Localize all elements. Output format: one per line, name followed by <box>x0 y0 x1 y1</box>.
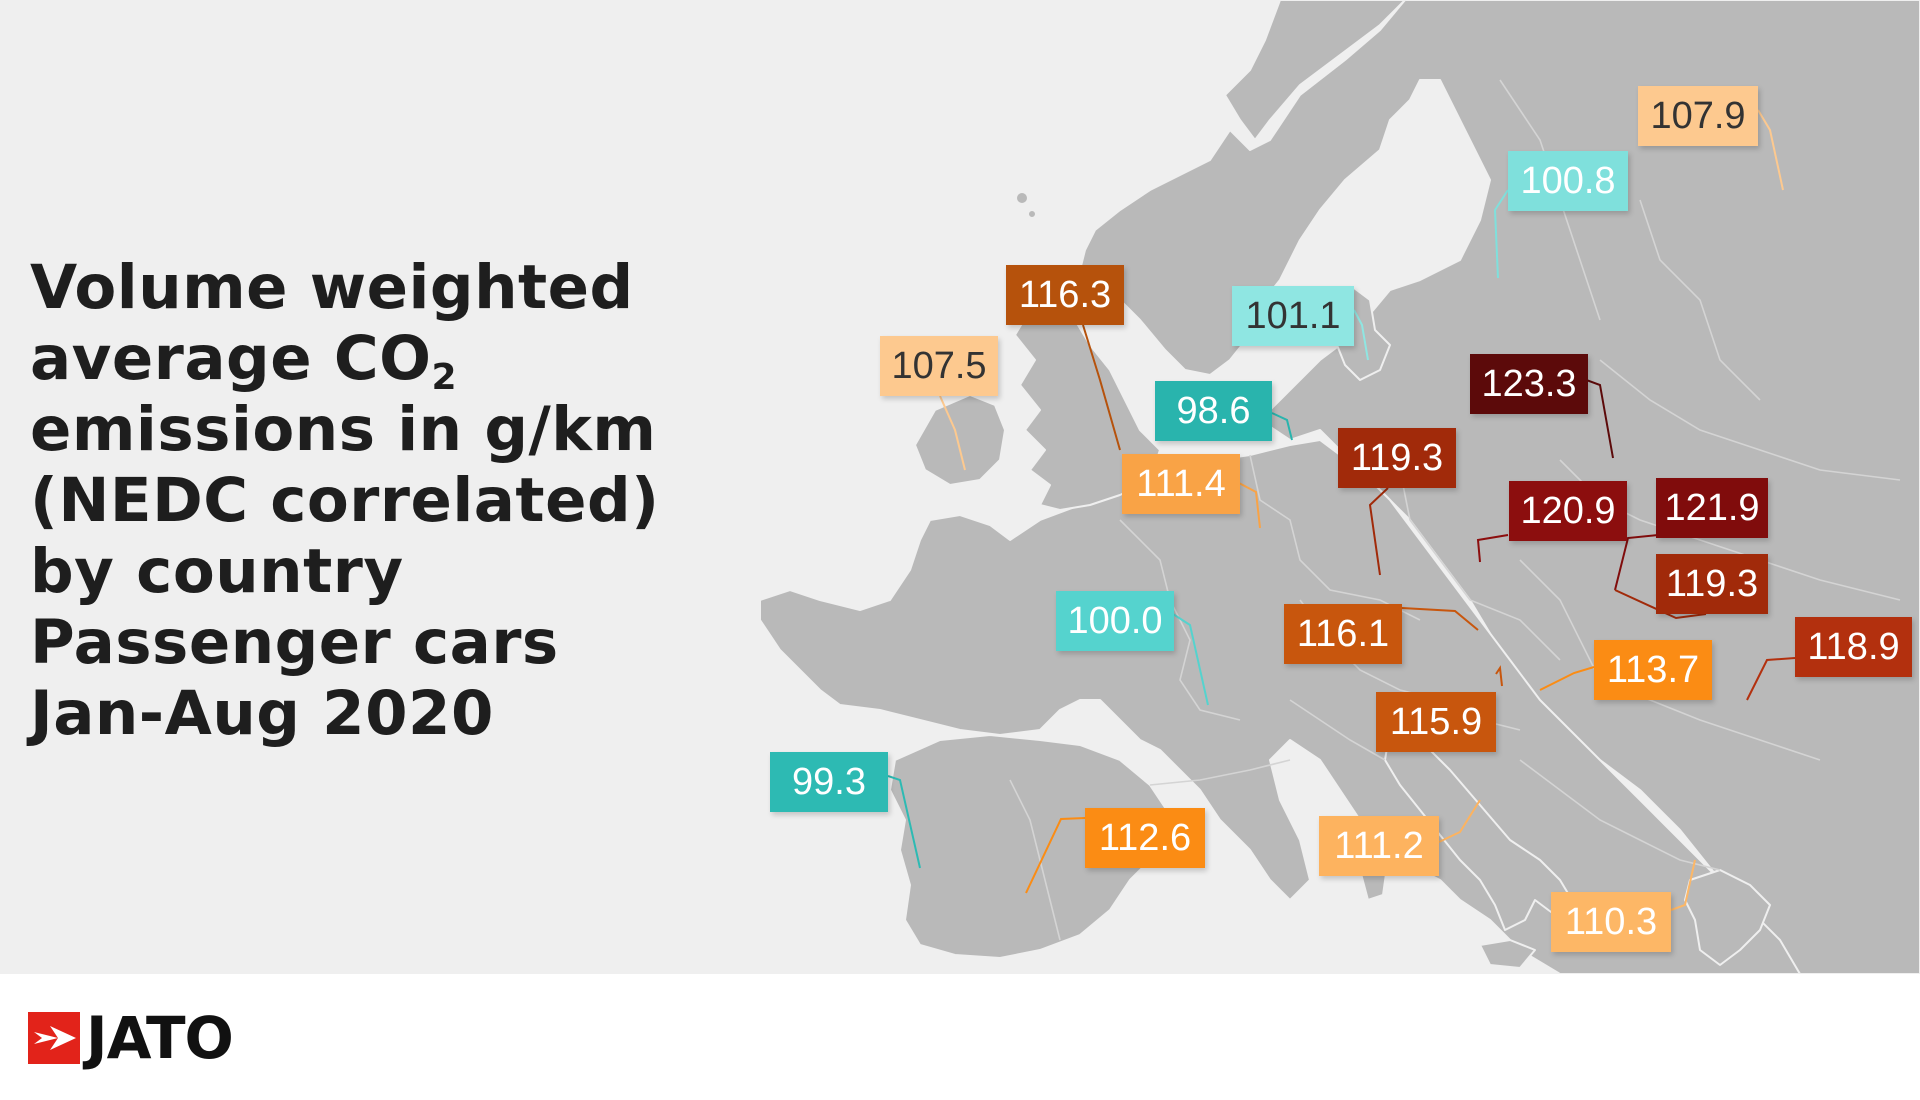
border-line <box>1289 699 1386 761</box>
land-islet <box>1027 209 1037 219</box>
country-value-label: 112.6 <box>1085 808 1205 868</box>
leader-line <box>1493 189 1509 279</box>
title-line-2: average CO2 <box>30 323 660 396</box>
leader-line <box>1670 859 1696 911</box>
country-value-label: 100.8 <box>1508 151 1628 211</box>
country-value-label: 121.9 <box>1656 478 1768 538</box>
land-norway <box>1224 0 1406 141</box>
land-iberia <box>889 734 1171 959</box>
country-value-label: 110.3 <box>1551 892 1671 952</box>
country-value-label: 116.3 <box>1006 265 1124 325</box>
country-value-label: 120.9 <box>1509 481 1627 541</box>
europe-map <box>759 0 1920 974</box>
title-line-6: Passenger cars <box>30 607 559 678</box>
country-value-label: 99.3 <box>770 752 888 812</box>
leader-line <box>1495 665 1503 687</box>
leader-line <box>1353 309 1369 361</box>
leader-line <box>1172 613 1209 706</box>
border-line <box>1119 519 1241 721</box>
border-line <box>1009 779 1061 941</box>
leader-line <box>1271 412 1293 441</box>
footer <box>0 974 1920 1100</box>
leader-line <box>1614 534 1659 591</box>
leader-line <box>887 775 921 869</box>
leader-line <box>1401 607 1479 631</box>
land-greece <box>1684 869 1771 966</box>
leader-line <box>1746 657 1796 701</box>
land-ireland <box>914 394 1006 486</box>
country-value-label: 107.5 <box>880 336 998 396</box>
country-value-label: 111.2 <box>1319 816 1439 876</box>
country-value-label: 118.9 <box>1795 617 1912 677</box>
leader-line <box>1438 799 1481 843</box>
title-line-1: Volume weighted <box>30 252 634 323</box>
leader-line <box>1614 589 1707 620</box>
jato-logo: JATO <box>28 1004 234 1072</box>
title-co2-subscript: 2 <box>431 357 458 398</box>
border-line <box>1519 759 1721 871</box>
jato-wordmark: JATO <box>86 1004 234 1072</box>
title-line-7: Jan-Aug 2020 <box>30 678 494 749</box>
title-line-2-text: average CO <box>30 323 432 394</box>
country-value-label: 100.0 <box>1056 591 1174 651</box>
country-value-label: 101.1 <box>1232 286 1354 346</box>
leader-line <box>1082 324 1121 451</box>
leader-line <box>1539 666 1595 691</box>
country-value-label: 113.7 <box>1594 640 1712 700</box>
land-continent <box>759 439 1801 974</box>
leader-lines <box>887 109 1796 911</box>
leader-line <box>1757 109 1784 191</box>
land-italy <box>1384 729 1576 931</box>
country-value-label: 116.1 <box>1284 604 1402 664</box>
country-value-label: 119.3 <box>1656 554 1768 614</box>
jato-arrow-icon <box>28 1012 80 1064</box>
leader-line <box>1238 482 1261 529</box>
border-line <box>1399 469 1561 661</box>
border-line <box>1599 359 1901 481</box>
leader-line <box>1476 534 1509 563</box>
country-value-label: 107.9 <box>1638 86 1758 146</box>
country-value-label: 123.3 <box>1470 354 1588 414</box>
leader-line <box>1025 817 1086 894</box>
title-line-4: (NEDC correlated) <box>30 465 660 536</box>
land-islet <box>1015 191 1029 205</box>
land-sicily <box>1479 939 1536 969</box>
leader-line <box>1368 487 1389 576</box>
country-value-label: 111.4 <box>1122 454 1240 514</box>
title-line-3: emissions in g/km <box>30 394 657 465</box>
border-line <box>1639 199 1761 401</box>
country-value-label: 115.9 <box>1376 692 1496 752</box>
title-line-5: by country <box>30 536 404 607</box>
page-title: Volume weighted average CO2 emissions in… <box>30 252 660 749</box>
country-value-label: 119.3 <box>1338 428 1456 488</box>
country-value-label: 98.6 <box>1155 381 1272 441</box>
border-line <box>1249 454 1421 621</box>
border-line <box>1149 759 1291 786</box>
leader-line <box>939 395 966 471</box>
